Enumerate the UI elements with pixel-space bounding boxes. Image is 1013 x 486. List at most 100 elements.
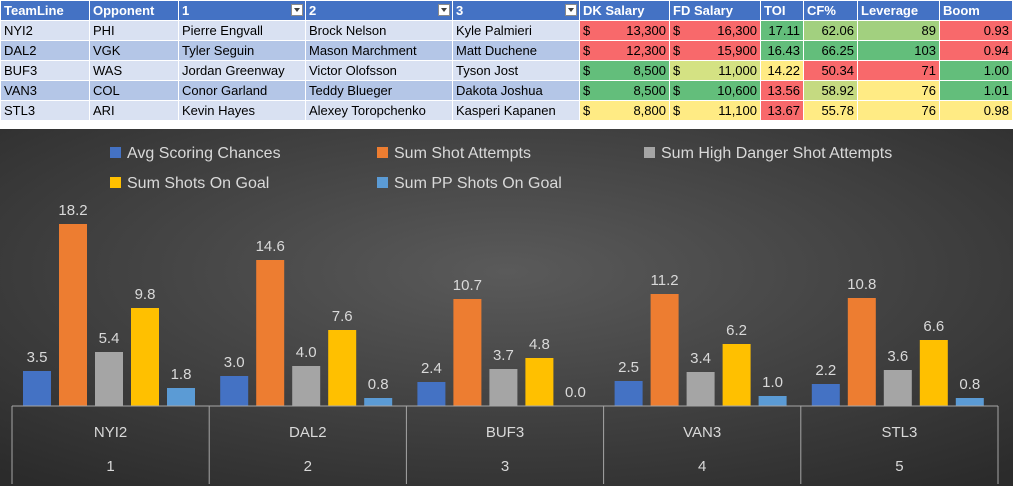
table-row: NYI2 PHI Pierre Engvall Brock Nelson Kyle Pa…: [0, 20, 1013, 41]
bar: [847, 298, 876, 406]
column-header-label: Leverage: [861, 3, 919, 18]
filter-dropdown-icon[interactable]: [291, 4, 303, 16]
bar: [23, 371, 51, 406]
column-header-label: FD Salary: [673, 3, 733, 18]
data-label: 2.2: [815, 362, 836, 379]
data-label: 4.0: [296, 344, 317, 361]
salary-value: 11,000: [718, 63, 757, 78]
cell-p3: Kasperi Kapanen: [452, 100, 580, 121]
data-label: 1.8: [171, 366, 192, 383]
cell-boom: 0.93: [939, 20, 1013, 41]
bar: [686, 372, 715, 406]
category-sublabel: 3: [501, 458, 509, 475]
filter-dropdown-icon[interactable]: [565, 4, 577, 16]
column-header-label: 3: [456, 3, 464, 18]
cell-leverage: 103: [857, 40, 940, 61]
bar: [722, 344, 751, 406]
data-label: 0.8: [959, 376, 980, 393]
salary-value: 8,500: [633, 63, 666, 78]
bar: [758, 396, 787, 406]
data-label: 2.4: [421, 360, 442, 377]
column-header-1: TeamLine: [0, 0, 90, 21]
cell-boom: 0.94: [939, 40, 1013, 61]
bar: [364, 398, 393, 406]
cell-p1: Pierre Engvall: [178, 20, 306, 41]
cell-fd-salary: $11,000: [669, 60, 761, 81]
bar: [220, 376, 249, 406]
table-row: DAL2 VGK Tyler Seguin Mason Marchment Matt D…: [0, 40, 1013, 61]
legend-swatch: [377, 147, 388, 158]
currency-symbol: $: [673, 63, 681, 78]
data-label: 2.5: [618, 359, 639, 376]
cell-leverage: 71: [857, 60, 940, 81]
table-row: BUF3 WAS Jordan Greenway Victor Olofsson Tys…: [0, 60, 1013, 81]
cell-p3: Dakota Joshua: [452, 80, 580, 101]
column-header-8: TOI: [760, 0, 804, 21]
bar: [811, 384, 840, 406]
salary-value: 15,900: [717, 43, 757, 58]
cell-dk-salary: $12,300: [579, 40, 670, 61]
column-header-label: Opponent: [93, 3, 155, 18]
bar-chart: Avg Scoring Chances Sum Shot Attempts Sum …: [0, 129, 1013, 486]
bar: [292, 366, 321, 406]
data-label: 11.2: [651, 272, 679, 289]
currency-symbol: $: [583, 43, 591, 58]
category-label: BUF3: [486, 424, 524, 441]
column-header-6: DK Salary: [579, 0, 670, 21]
cell-teamline: NYI2: [0, 20, 90, 41]
category-sublabel: 2: [304, 458, 312, 475]
cell-toi: 13.56: [760, 80, 804, 101]
cell-toi: 13.67: [760, 100, 804, 121]
bar: [883, 370, 912, 406]
bar: [328, 330, 357, 406]
bar: [417, 382, 446, 406]
cell-dk-salary: $8,800: [579, 100, 670, 121]
category-label: STL3: [881, 424, 917, 441]
currency-symbol: $: [673, 23, 681, 38]
salary-value: 16,300: [717, 23, 757, 38]
cell-teamline: DAL2: [0, 40, 90, 61]
category-sublabel: 1: [106, 458, 114, 475]
cell-fd-salary: $11,100: [669, 100, 761, 121]
cell-p3: Kyle Palmieri: [452, 20, 580, 41]
legend-swatch: [644, 147, 655, 158]
cell-fd-salary: $15,900: [669, 40, 761, 61]
cell-opponent: WAS: [89, 60, 179, 81]
salary-value: 8,500: [633, 83, 666, 98]
category-axis: NYI2 1 DAL2 2 BUF3 3 VAN3 4 STL3 5: [11, 405, 999, 484]
data-label: 3.0: [224, 354, 245, 371]
salary-value: 8,800: [633, 103, 666, 118]
salary-value: 12,300: [626, 43, 666, 58]
cell-boom: 1.01: [939, 80, 1013, 101]
cell-fd-salary: $16,300: [669, 20, 761, 41]
currency-symbol: $: [673, 103, 681, 118]
legend-entry: Sum Shot Attempts: [394, 145, 531, 162]
teamline-table: TeamLine Opponent 1 2 3 DK Salary FD Salary TOI…: [0, 0, 1013, 121]
column-header-2: Opponent: [89, 0, 179, 21]
category-label: NYI2: [94, 424, 127, 441]
salary-value: 11,100: [718, 103, 757, 118]
cell-opponent: COL: [89, 80, 179, 101]
legend-swatch: [377, 177, 388, 188]
legend-entry: Sum Shots On Goal: [127, 175, 269, 192]
filter-dropdown-icon[interactable]: [438, 4, 450, 16]
table-body: NYI2 PHI Pierre Engvall Brock Nelson Kyle Pa…: [0, 20, 1013, 121]
cell-leverage: 76: [857, 80, 940, 101]
data-label: 14.6: [256, 238, 285, 255]
legend-entry: Sum High Danger Shot Attempts: [661, 145, 892, 162]
bar: [650, 294, 679, 406]
column-header-5: 3: [452, 0, 580, 21]
legend-entry: Sum PP Shots On Goal: [394, 175, 562, 192]
cell-opponent: ARI: [89, 100, 179, 121]
cell-cf: 62.06: [803, 20, 858, 41]
column-header-4: 2: [305, 0, 453, 21]
column-header-3: 1: [178, 0, 306, 21]
cell-opponent: VGK: [89, 40, 179, 61]
data-label: 0.0: [565, 384, 586, 401]
cell-p1: Conor Garland: [178, 80, 306, 101]
cell-p3: Tyson Jost: [452, 60, 580, 81]
category-sublabel: 4: [698, 458, 706, 475]
bar: [614, 381, 643, 406]
table-row: VAN3 COL Conor Garland Teddy Blueger Dakota …: [0, 80, 1013, 101]
currency-symbol: $: [673, 43, 681, 58]
